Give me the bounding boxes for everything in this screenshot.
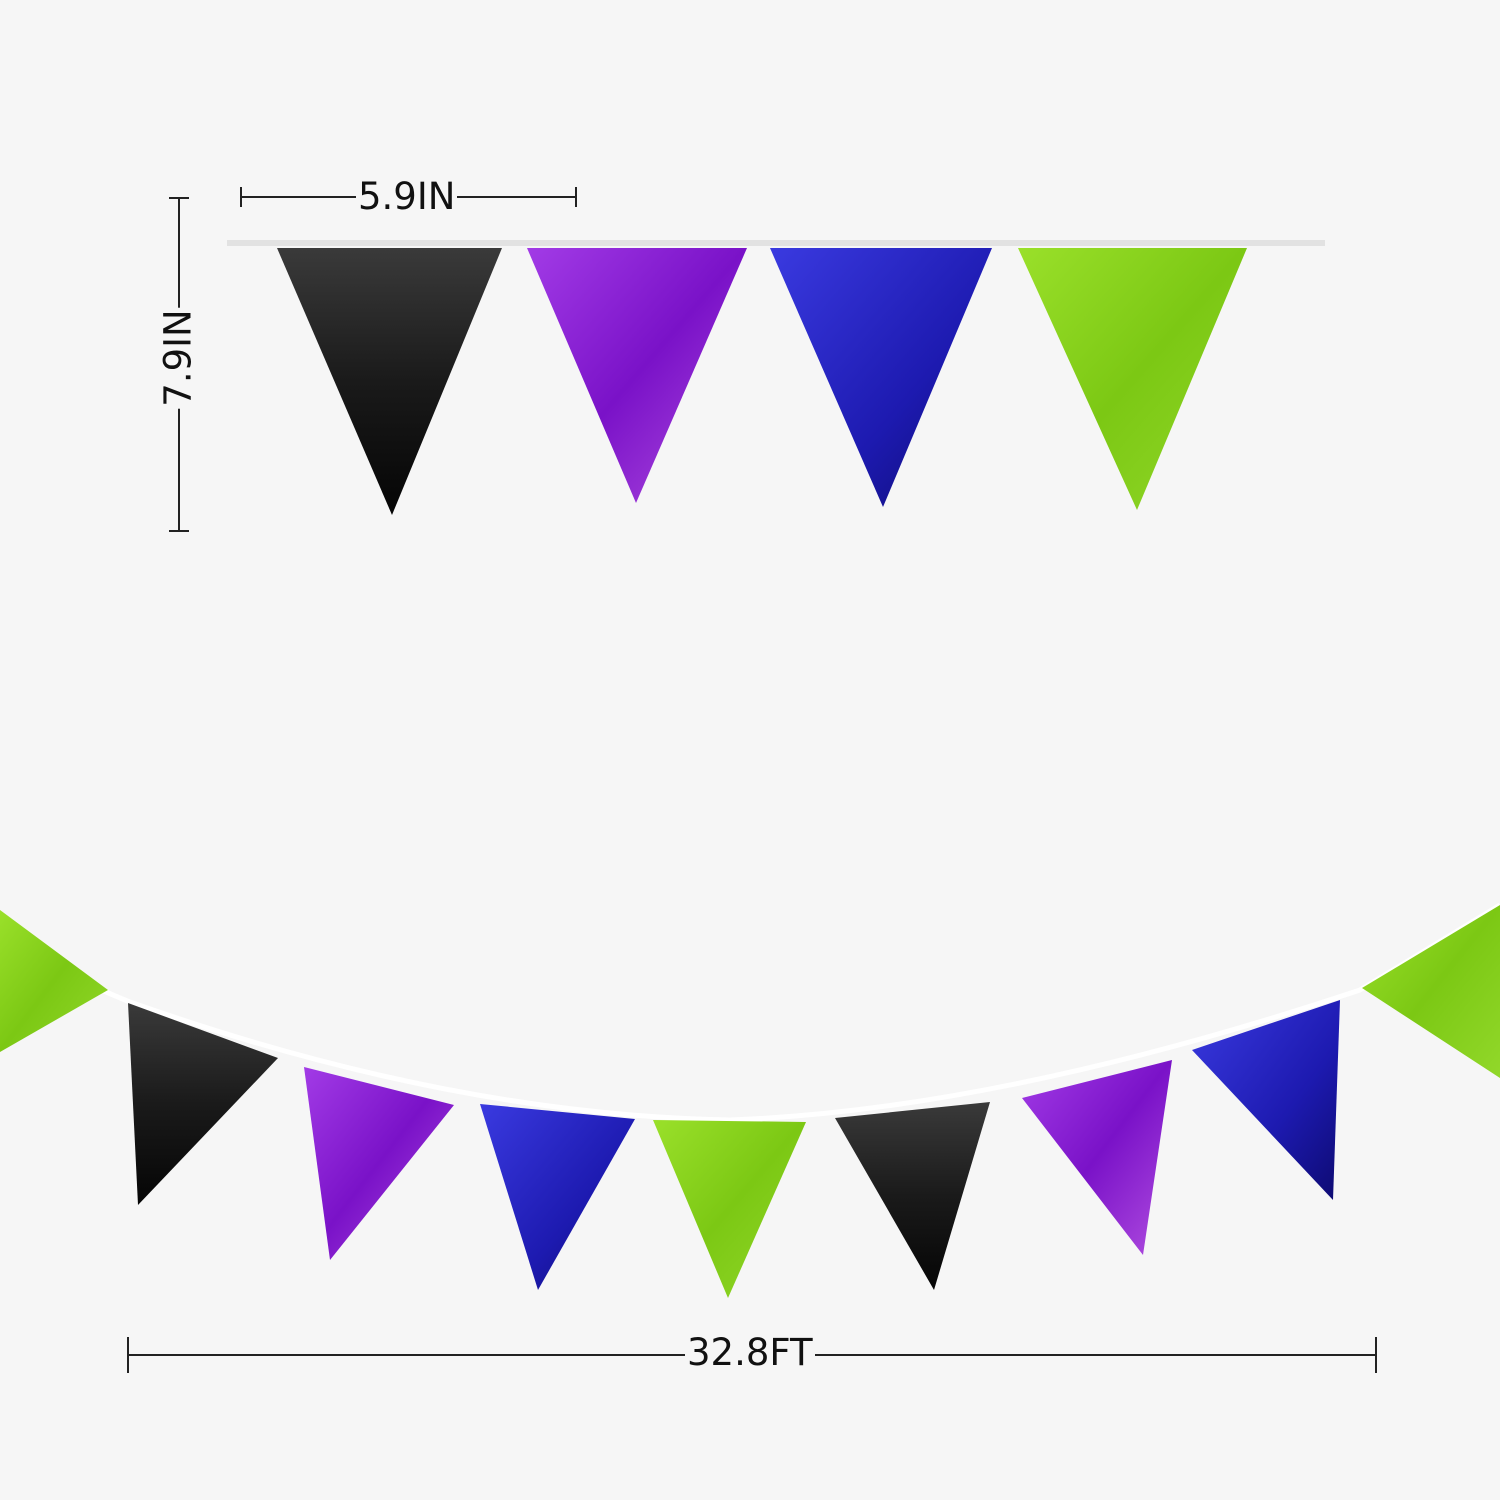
bottom-pennant-blue [480,1104,635,1290]
top-pennant-green [1018,248,1247,510]
bottom-pennant-green [653,1120,806,1298]
length-label: 32.8FT [685,1331,815,1374]
bottom-pennant-purple [1022,1060,1172,1255]
height-label: 7.9IN [156,307,200,409]
top-string [227,240,1325,246]
bottom-pennant-green [1362,905,1500,1078]
width-label: 5.9IN [356,175,458,218]
top-pennant-black [277,248,502,515]
top-pennant-blue [770,248,992,507]
bottom-pennant-blue [1192,1000,1340,1200]
top-pennant-purple [527,248,747,503]
bottom-pennant-purple [304,1067,454,1260]
bottom-pennant-black [128,1003,278,1205]
bottom-string [0,902,1500,1123]
bottom-pennant-black [835,1102,990,1290]
bottom-pennant-green [0,910,108,1052]
